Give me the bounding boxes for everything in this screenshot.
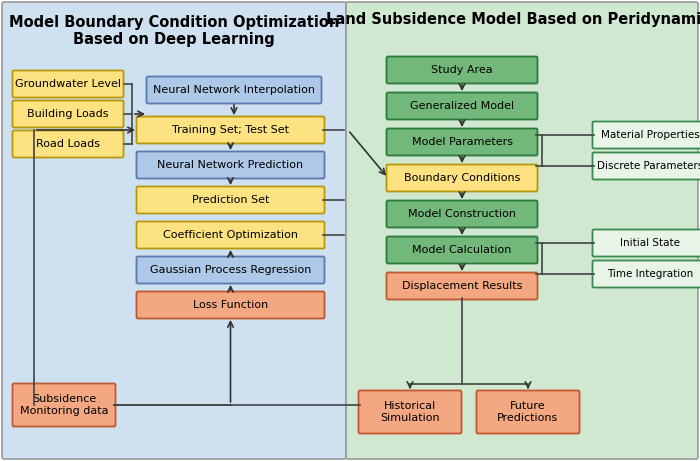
Text: Initial State: Initial State [620,238,680,248]
Text: Future
Predictions: Future Predictions [498,401,559,423]
FancyBboxPatch shape [386,201,538,227]
Text: Historical
Simulation: Historical Simulation [380,401,440,423]
Text: Material Properties: Material Properties [601,130,699,140]
Text: Model Parameters: Model Parameters [412,137,512,147]
FancyBboxPatch shape [136,256,325,284]
FancyBboxPatch shape [136,152,325,178]
Text: Groundwater Level: Groundwater Level [15,79,121,89]
Text: Coefficient Optimization: Coefficient Optimization [163,230,298,240]
Text: Road Loads: Road Loads [36,139,100,149]
FancyBboxPatch shape [386,93,538,119]
Text: Building Loads: Building Loads [27,109,108,119]
FancyBboxPatch shape [13,130,123,158]
Text: Loss Function: Loss Function [193,300,268,310]
FancyBboxPatch shape [13,71,123,97]
Text: Neural Network Prediction: Neural Network Prediction [158,160,304,170]
Text: Displacement Results: Displacement Results [402,281,522,291]
FancyBboxPatch shape [592,230,700,256]
FancyBboxPatch shape [386,165,538,191]
FancyBboxPatch shape [2,2,346,459]
FancyBboxPatch shape [386,129,538,155]
Text: Model Boundary Condition Optimization
Based on Deep Learning: Model Boundary Condition Optimization Ba… [9,15,340,47]
Text: Study Area: Study Area [431,65,493,75]
FancyBboxPatch shape [592,122,700,148]
Text: Model Calculation: Model Calculation [412,245,512,255]
FancyBboxPatch shape [386,272,538,300]
FancyBboxPatch shape [386,57,538,83]
FancyBboxPatch shape [477,390,580,433]
FancyBboxPatch shape [136,117,325,143]
Text: Generalized Model: Generalized Model [410,101,514,111]
FancyBboxPatch shape [592,153,700,179]
FancyBboxPatch shape [136,291,325,319]
Text: Boundary Conditions: Boundary Conditions [404,173,520,183]
Text: Training Set; Test Set: Training Set; Test Set [172,125,289,135]
Text: Time Integration: Time Integration [607,269,693,279]
FancyBboxPatch shape [136,221,325,248]
FancyBboxPatch shape [146,77,321,104]
Text: Land Subsidence Model Based on Peridynamics: Land Subsidence Model Based on Peridynam… [326,12,700,27]
Text: Prediction Set: Prediction Set [192,195,270,205]
FancyBboxPatch shape [386,236,538,264]
FancyBboxPatch shape [592,260,700,288]
FancyBboxPatch shape [346,2,698,459]
Text: Discrete Parameters: Discrete Parameters [597,161,700,171]
Text: Gaussian Process Regression: Gaussian Process Regression [150,265,312,275]
FancyBboxPatch shape [136,187,325,213]
Text: Neural Network Interpolation: Neural Network Interpolation [153,85,315,95]
FancyBboxPatch shape [13,384,116,426]
FancyBboxPatch shape [358,390,461,433]
Text: Model Construction: Model Construction [408,209,516,219]
FancyBboxPatch shape [13,100,123,128]
Text: Subsidence
Monitoring data: Subsidence Monitoring data [20,394,108,416]
